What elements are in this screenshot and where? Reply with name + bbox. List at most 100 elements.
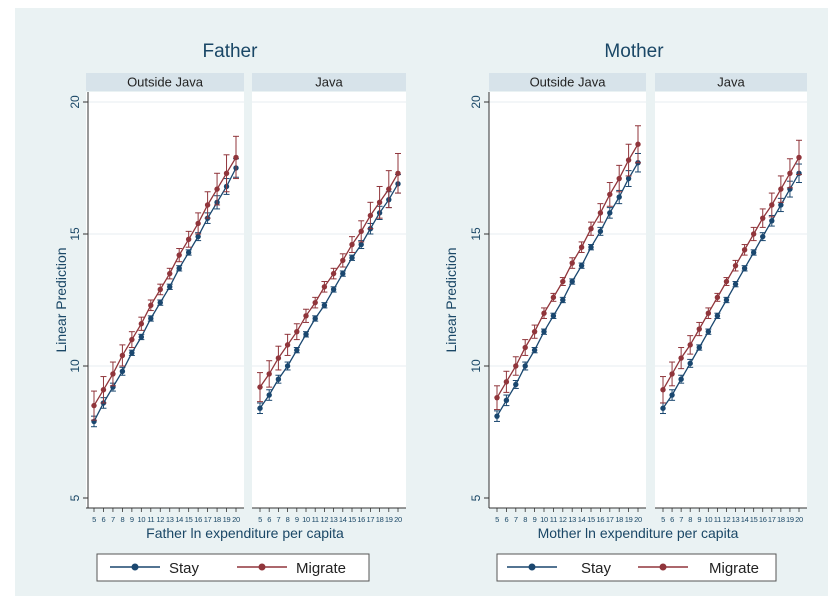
data-point-migrate xyxy=(284,342,291,348)
data-point-migrate xyxy=(660,387,666,393)
facet-label: Outside Java xyxy=(127,75,204,90)
facet-strip xyxy=(655,73,807,91)
x-tick-label: 14 xyxy=(741,515,749,524)
x-tick-label: 16 xyxy=(597,515,605,524)
data-point-stay xyxy=(625,175,632,182)
x-tick-label: 19 xyxy=(223,515,231,524)
data-point-stay xyxy=(358,241,364,248)
data-point-migrate xyxy=(597,210,604,216)
data-point-migrate xyxy=(531,328,538,335)
data-point-stay xyxy=(266,392,272,398)
x-tick-label: 11 xyxy=(550,515,557,524)
x-tick-label: 8 xyxy=(120,515,124,524)
facet-java: Java 5 6 7 8 9 10 11 12 13 14 15 16 17 18 19 20 xyxy=(655,73,807,524)
data-point-migrate xyxy=(513,363,519,369)
data-point-migrate xyxy=(386,186,392,192)
facet-label: Java xyxy=(717,75,745,90)
x-tick-label: 10 xyxy=(302,515,310,524)
x-tick-label: 5 xyxy=(495,515,499,524)
x-tick-label: 20 xyxy=(232,515,240,524)
data-point-stay xyxy=(669,392,675,398)
x-tick-label: 12 xyxy=(723,515,731,524)
data-point-migrate xyxy=(607,191,613,198)
y-tick-label: 10 xyxy=(68,359,82,373)
data-point-stay xyxy=(569,278,575,285)
y-tick-label: 5 xyxy=(469,494,483,501)
data-point-migrate xyxy=(321,284,328,290)
series-line-migrate xyxy=(662,157,800,391)
data-point-migrate xyxy=(625,157,632,163)
y-tick-label: 15 xyxy=(469,227,483,241)
legend-migrate-marker xyxy=(258,563,266,571)
facet-strip xyxy=(252,73,406,91)
x-tick-label: 12 xyxy=(156,515,164,524)
x-tick-label: 13 xyxy=(732,515,740,524)
x-tick-label: 9 xyxy=(697,515,701,524)
facet-label: Java xyxy=(315,75,343,90)
data-point-migrate xyxy=(110,371,116,377)
x-tick-label: 16 xyxy=(194,515,202,524)
data-point-migrate xyxy=(91,402,97,409)
x-tick-label: 9 xyxy=(295,515,299,524)
data-point-stay xyxy=(167,284,173,290)
data-point-migrate xyxy=(750,231,757,237)
x-tick-label: 6 xyxy=(504,515,508,524)
data-point-stay xyxy=(531,347,538,353)
series-line-stay xyxy=(93,167,237,422)
legend-stay-label: Stay xyxy=(169,560,200,577)
plot-area xyxy=(489,92,646,508)
facet-java: Java 5 6 7 8 9 10 11 12 13 14 15 16 17 18 19 20 xyxy=(252,73,406,524)
x-tick-label: 14 xyxy=(339,515,347,524)
data-point-stay xyxy=(349,255,355,261)
data-point-stay xyxy=(769,218,775,224)
data-point-migrate xyxy=(223,170,230,176)
data-point-stay xyxy=(275,376,282,382)
data-point-migrate xyxy=(687,342,693,348)
x-tick-label: 18 xyxy=(213,515,221,524)
x-tick-label: 8 xyxy=(286,515,290,524)
x-tick-label: 5 xyxy=(92,515,96,524)
x-tick-label: 16 xyxy=(759,515,767,524)
x-tick-label: 20 xyxy=(634,515,642,524)
legend: Stay Migrate xyxy=(496,553,777,582)
series-line-stay xyxy=(259,183,399,409)
x-tick-label: 13 xyxy=(330,515,338,524)
data-point-migrate xyxy=(330,270,337,277)
facet-outside-java: Outside Java 5 6 7 8 9 10 11 12 13 14 15 16 17 18 19 20 xyxy=(489,73,646,524)
data-point-stay xyxy=(176,265,182,272)
series-line-stay xyxy=(662,172,800,409)
y-axis-title: Linear Prediction xyxy=(53,247,69,352)
data-point-stay xyxy=(560,297,566,303)
data-point-stay xyxy=(696,344,702,351)
data-point-stay xyxy=(513,381,519,388)
data-point-stay xyxy=(294,347,300,353)
x-tick-label: 7 xyxy=(111,515,115,524)
data-point-stay xyxy=(750,249,757,256)
data-point-stay xyxy=(741,265,748,272)
data-point-migrate xyxy=(167,270,173,277)
series-line-migrate xyxy=(496,143,639,399)
x-tick-label: 6 xyxy=(267,515,271,524)
data-point-migrate xyxy=(714,294,721,301)
data-point-stay xyxy=(588,244,594,250)
data-point-migrate xyxy=(522,344,528,351)
x-tick-label: 17 xyxy=(768,515,776,524)
mother-chart: Mother Linear Prediction Mother ln expen… xyxy=(443,41,807,582)
data-point-migrate xyxy=(275,355,282,361)
data-point-migrate xyxy=(696,326,702,332)
data-point-migrate xyxy=(119,352,126,359)
legend-migrate-marker xyxy=(659,563,667,571)
x-tick-label: 10 xyxy=(704,515,712,524)
x-tick-label: 13 xyxy=(568,515,576,524)
x-tick-label: 17 xyxy=(204,515,212,524)
series-line-migrate xyxy=(93,157,237,406)
x-tick-label: 6 xyxy=(102,515,106,524)
x-tick-label: 18 xyxy=(615,515,623,524)
data-point-stay xyxy=(705,328,712,335)
data-point-migrate xyxy=(157,286,163,293)
data-point-stay xyxy=(597,228,604,235)
x-tick-label: 15 xyxy=(750,515,758,524)
facet-strip xyxy=(489,73,646,91)
